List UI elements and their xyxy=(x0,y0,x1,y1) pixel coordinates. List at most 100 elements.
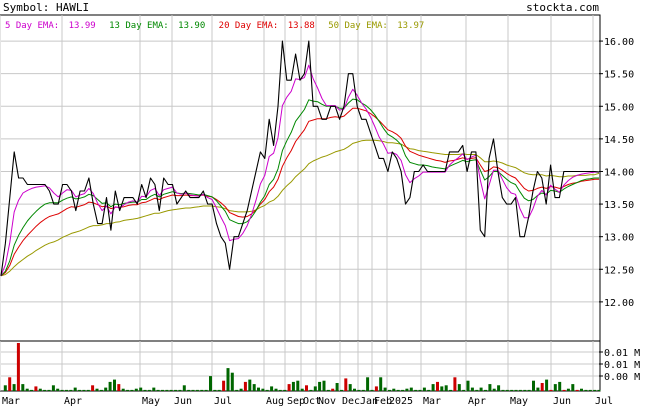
volume-bars xyxy=(3,343,601,391)
x-tick-label: 2025 xyxy=(389,396,413,406)
x-tick-label: Nov xyxy=(318,396,336,406)
y-tick-label: 15.00 xyxy=(604,102,634,113)
volume-bar xyxy=(414,389,418,391)
volume-bar xyxy=(283,389,287,391)
volume-bar xyxy=(335,383,339,391)
series-line-close xyxy=(0,40,600,276)
volume-bar xyxy=(291,381,295,391)
x-tick-label: Mar xyxy=(423,396,441,406)
volume-bar xyxy=(331,388,335,391)
volume-bar xyxy=(108,381,112,391)
x-tick-label: Feb xyxy=(374,396,392,406)
volume-bar xyxy=(549,389,553,391)
series-line-ema20 xyxy=(0,107,599,277)
volume-tick-label: 0.01 M xyxy=(604,360,640,371)
volume-bar xyxy=(152,387,156,391)
volume-bar xyxy=(82,389,86,391)
legend-ema50-value: 13.97 xyxy=(397,21,424,31)
volume-bar xyxy=(278,389,282,391)
volume-bar xyxy=(575,389,579,391)
volume-bar xyxy=(156,389,160,391)
volume-bar xyxy=(235,389,239,391)
volume-bar xyxy=(182,385,186,391)
volume-bar xyxy=(287,384,291,391)
volume-bar xyxy=(195,389,199,391)
volume-bar xyxy=(501,389,505,391)
volume-bar xyxy=(21,384,25,391)
legend-ema5-label: 5 Day EMA: xyxy=(5,21,59,31)
volume-bar xyxy=(440,386,444,391)
volume-bar xyxy=(326,389,330,391)
volume-bar xyxy=(252,384,256,391)
volume-bar xyxy=(562,389,566,391)
volume-bar xyxy=(78,389,82,391)
price-panel xyxy=(0,14,601,342)
volume-bar xyxy=(453,377,457,391)
volume-bar xyxy=(392,388,396,391)
y-tick-label: 12.50 xyxy=(604,265,634,276)
volume-bar xyxy=(8,377,12,391)
volume-bar xyxy=(357,389,361,391)
volume-bar xyxy=(51,385,55,391)
x-tick-label: Oct xyxy=(303,396,321,406)
legend-ema50-label: 50 Day EMA: xyxy=(328,21,388,31)
volume-grid xyxy=(0,341,599,391)
volume-bar xyxy=(313,386,317,391)
volume-bar xyxy=(134,388,138,391)
volume-bar xyxy=(47,389,51,391)
x-tick-label: Dec xyxy=(342,396,360,406)
volume-bar xyxy=(558,381,562,391)
volume-tick-label: 0.00 M xyxy=(604,372,640,383)
volume-bar xyxy=(30,389,33,391)
volume-bar xyxy=(462,389,466,391)
volume-bar xyxy=(257,387,260,391)
volume-bar xyxy=(436,381,439,391)
volume-bar xyxy=(91,385,95,391)
volume-bar xyxy=(191,389,195,391)
volume-bar xyxy=(497,385,501,391)
volume-bar xyxy=(584,389,588,391)
volume-bar xyxy=(34,386,38,391)
y-tick-label: 16.00 xyxy=(604,37,634,48)
volume-bar xyxy=(466,380,470,391)
volume-bar xyxy=(25,388,29,391)
volume-bar xyxy=(353,388,356,391)
volume-bar xyxy=(60,389,64,391)
legend-ema13-value: 13.90 xyxy=(178,21,205,31)
volume-bar xyxy=(492,388,496,391)
legend-ema20-label: 20 Day EMA: xyxy=(219,21,279,31)
volume-bar xyxy=(169,389,173,391)
volume-bar xyxy=(139,387,143,391)
volume-bar xyxy=(361,389,365,391)
volume-bar xyxy=(222,380,226,391)
volume-bar xyxy=(104,387,108,391)
x-tick-label: Jan xyxy=(360,396,378,406)
volume-bar xyxy=(161,389,164,391)
legend: 5 Day EMA: 13.99 13 Day EMA: 13.90 20 Da… xyxy=(5,21,424,31)
volume-bar xyxy=(174,389,178,391)
volume-bar xyxy=(230,372,234,391)
volume-bar xyxy=(117,384,121,391)
volume-bar xyxy=(130,389,134,391)
volume-bar xyxy=(523,389,527,391)
volume-bar xyxy=(366,377,370,391)
y-tick-label: 14.50 xyxy=(604,135,634,146)
x-tick-label: Jul xyxy=(595,396,613,406)
volume-bar xyxy=(243,381,247,391)
x-tick-label: Jul xyxy=(214,396,232,406)
volume-bar xyxy=(65,389,68,391)
y-tick-label: 13.50 xyxy=(604,200,634,211)
x-tick-label: Aug xyxy=(266,396,284,406)
x-tick-label: Sep xyxy=(287,396,305,406)
x-tick-label: Apr xyxy=(64,396,82,406)
x-tick-label: Jun xyxy=(553,396,571,406)
volume-bar xyxy=(510,389,514,391)
volume-bar xyxy=(213,389,217,391)
volume-bar xyxy=(300,388,304,391)
volume-bar xyxy=(99,389,103,391)
series-line-ema50 xyxy=(0,139,600,277)
volume-bar xyxy=(422,387,426,391)
symbol-label: Symbol: HAWLI xyxy=(3,1,89,14)
volume-bar xyxy=(593,389,597,391)
